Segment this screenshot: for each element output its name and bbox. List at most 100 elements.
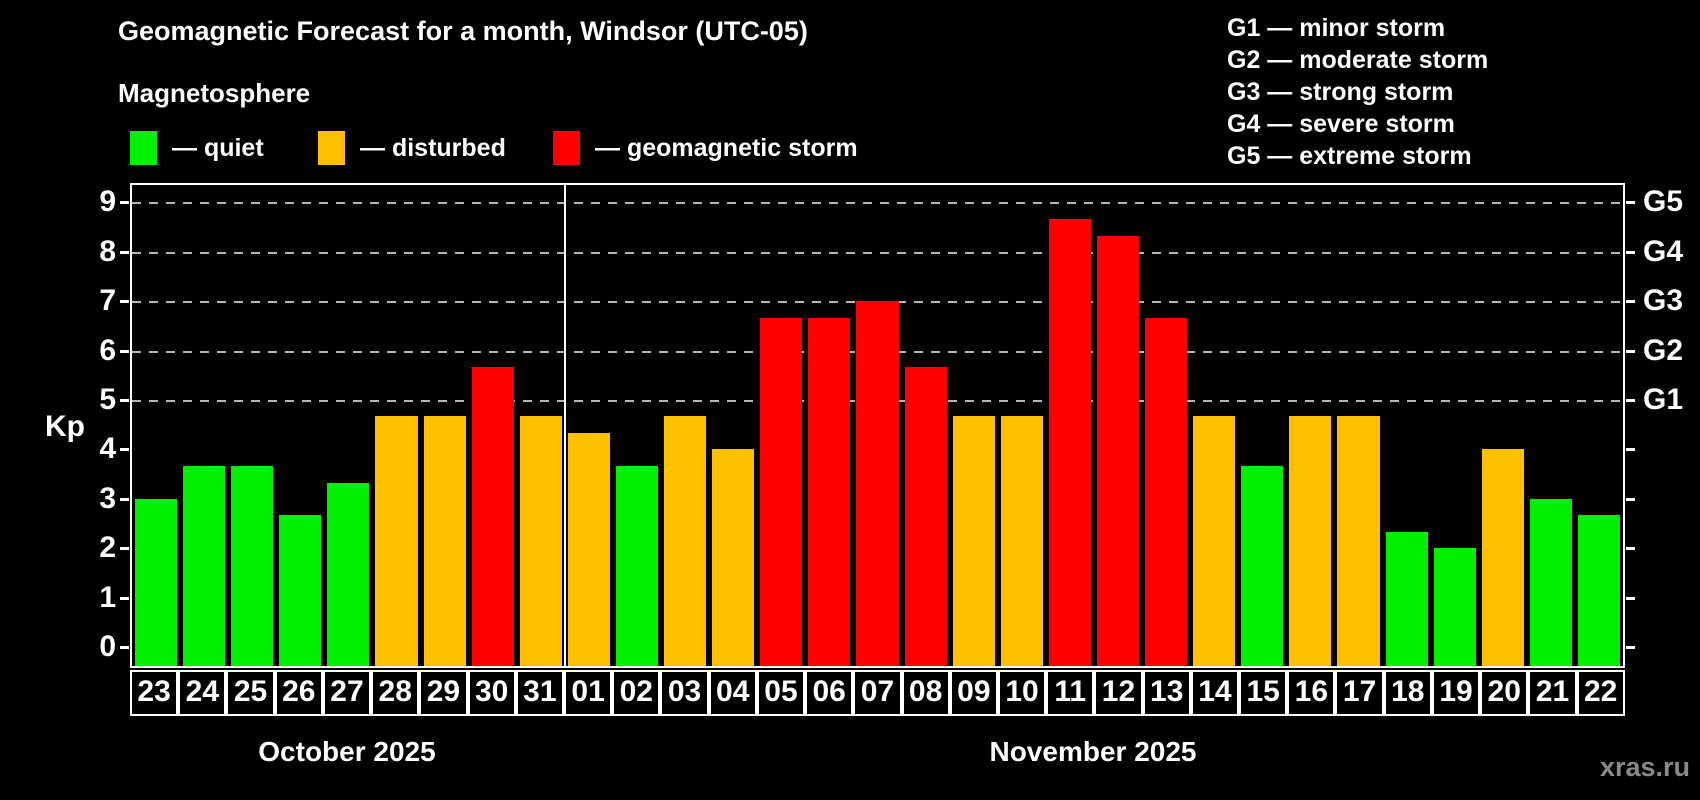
kp-bar-26 [279,515,322,666]
y-tick-label-7: 7 [99,284,116,318]
kp-bar-11 [1048,218,1091,666]
date-label-03: 03 [660,670,709,716]
kp-bar-17 [1337,416,1380,666]
y-tick-label-9: 9 [99,185,116,219]
kp-bar-14 [1193,416,1236,666]
kp-bar-05 [760,317,803,666]
date-label-28: 28 [371,670,420,716]
right-tick-mark [1626,399,1635,402]
y-tick-label-0: 0 [99,630,116,663]
y-axis-label: Kp [45,410,85,443]
kp-bar-06 [808,317,851,666]
date-label-26: 26 [274,670,323,716]
kp-bar-13 [1145,317,1188,666]
y-tick-label-2: 2 [99,531,116,565]
date-label-27: 27 [322,670,372,716]
plot-area [130,183,1625,668]
date-label-15: 15 [1239,670,1288,716]
right-axis-label-G4: G4 [1643,234,1684,268]
right-tick-mark [1626,596,1635,600]
right-tick-mark [1626,201,1635,205]
y-tick-label-4: 4 [99,432,116,466]
legend-label-quiet: — quiet [172,133,264,162]
y-tick-mark [120,646,129,649]
g-legend-item: G3 — strong storm [1227,78,1454,106]
date-label-16: 16 [1287,670,1336,716]
y-tick-label-5: 5 [99,383,116,416]
legend-label-storm: — geomagnetic storm [595,133,858,162]
right-tick-mark [1626,497,1635,501]
y-tick-mark [120,596,129,600]
y-tick-mark [120,201,129,205]
kp-bar-16 [1289,416,1332,666]
g-legend-item: G5 — extreme storm [1227,142,1472,170]
date-label-20: 20 [1480,670,1529,716]
g-legend-item: G1 — minor storm [1227,14,1446,42]
kp-bar-25 [231,465,274,666]
kp-bar-07 [856,301,899,666]
y-tick-mark [120,497,129,501]
date-label-22: 22 [1576,670,1625,716]
y-tick-label-8: 8 [99,234,116,268]
right-tick-mark [1626,349,1635,353]
kp-bar-18 [1385,531,1428,666]
date-label-04: 04 [708,670,757,716]
kp-bar-04 [712,449,755,666]
y-tick-mark [120,547,129,551]
date-label-31: 31 [515,670,564,716]
date-label-02: 02 [612,670,661,716]
y-tick-label-3: 3 [99,481,116,515]
date-label-17: 17 [1335,670,1384,716]
kp-bar-01 [567,433,610,666]
g-legend-item: G2 — moderate storm [1227,46,1489,74]
y-tick-mark [120,349,129,353]
kp-bar-23 [135,498,178,666]
month-divider-line [564,185,566,666]
g-legend-item: G4 — severe storm [1227,110,1455,138]
date-label-06: 06 [805,670,854,716]
right-tick-mark [1626,547,1635,551]
month-label-november: November 2025 [989,736,1197,767]
legend-label-disturbed: — disturbed [360,133,506,162]
kp-bar-15 [1241,465,1284,666]
legend-swatch-storm [553,131,580,165]
kp-bar-27 [327,482,370,666]
kp-bar-28 [375,416,418,666]
kp-bar-10 [1000,416,1043,666]
date-label-09: 09 [949,670,998,716]
y-tick-mark [120,448,129,452]
legend-swatch-disturbed [318,131,345,165]
date-axis: 23 24 25 26 27 28 29 30 31 01 02 03 04 05 06 07 08 09 10 11… [130,670,1625,716]
date-label-19: 19 [1431,670,1481,716]
date-label-05: 05 [756,670,806,716]
y-tick-mark [120,250,129,254]
kp-bar-09 [952,416,995,666]
kp-gridline-9 [132,202,1623,205]
date-label-23: 23 [130,670,179,716]
kp-bar-22 [1577,515,1620,666]
kp-bar-02 [615,465,659,666]
kp-bar-24 [183,465,226,666]
kp-bar-31 [519,416,562,666]
kp-bar-20 [1481,449,1524,666]
kp-bar-30 [471,366,514,666]
y-tick-mark [120,399,129,402]
date-label-21: 21 [1528,670,1577,716]
chart-title: Geomagnetic Forecast for a month, Windso… [118,16,808,46]
legend-swatch-quiet [130,131,157,165]
kp-bar-19 [1433,548,1476,666]
kp-gridline-8 [132,251,1623,254]
y-tick-label-6: 6 [99,333,116,367]
date-label-24: 24 [178,670,227,716]
y-tick-mark [120,300,129,304]
date-label-30: 30 [467,670,516,716]
date-label-13: 13 [1142,670,1191,716]
date-label-18: 18 [1383,670,1432,716]
date-label-29: 29 [419,670,468,716]
right-tick-mark [1626,646,1635,649]
date-label-11: 11 [1046,670,1095,716]
date-label-10: 10 [997,670,1047,716]
right-tick-mark [1626,300,1635,304]
kp-bar-08 [904,366,947,666]
